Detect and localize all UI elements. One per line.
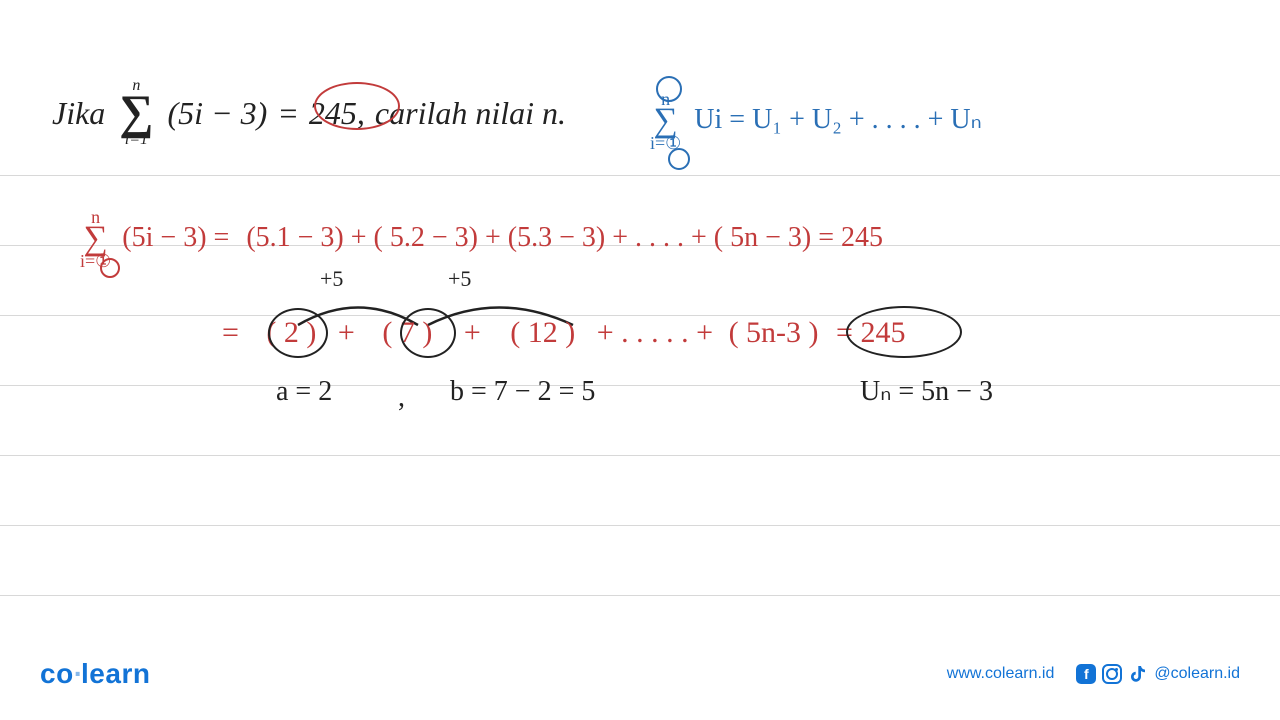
sigma-lower: i=1 [125, 132, 148, 148]
l2-t4: ( 5n-3 ) [729, 316, 819, 349]
plus5-label-a: +5 [320, 268, 343, 290]
sigma-symbol: n ∑ i=1 [119, 78, 153, 148]
note-comma: , [398, 384, 405, 412]
problem-prefix: Jika [52, 95, 105, 132]
footer-right: www.colearn.id f @colearn.id [947, 664, 1240, 684]
blue-circle-i1 [668, 148, 690, 170]
blue-circle-n [656, 76, 682, 102]
blue-sigma-rhs: Ui = U₁ + U₂ + . . . . + Uₙ [694, 104, 982, 135]
sigma-glyph: ∑ [119, 94, 153, 132]
red-circle-i1 [100, 258, 120, 278]
blue-sigma-definition: n ∑ i=① Ui = U₁ + U₂ + . . . . + Uₙ [650, 92, 982, 151]
circle-around-245 [314, 82, 400, 130]
red-expansion-line1: n ∑ i=① (5i − 3) = (5.1 − 3) + ( 5.2 − 3… [80, 210, 883, 269]
l2-eq: = [222, 316, 239, 349]
l2-p2: + [464, 316, 481, 349]
red-sigma-sym: ∑ [84, 225, 108, 254]
social-icons: f @colearn.id [1076, 664, 1240, 684]
note-a: a = 2 [276, 378, 332, 406]
tiktok-icon [1128, 664, 1148, 684]
footer-bar: co·learn www.colearn.id f @colearn.id [0, 658, 1280, 690]
facebook-icon: f [1076, 664, 1096, 684]
problem-expr: (5i − 3) [168, 95, 268, 132]
footer-url: www.colearn.id [947, 665, 1055, 683]
note-b: b = 7 − 2 = 5 [450, 378, 595, 406]
l2-p1: + [338, 316, 355, 349]
l2-t3: ( 12 ) [510, 316, 575, 349]
footer-handle: @colearn.id [1154, 665, 1240, 683]
circle-term-5n3 [846, 306, 962, 358]
plus5-label-b: +5 [448, 268, 471, 290]
red-lhs: (5i − 3) = [122, 222, 229, 253]
blue-sigma-sym: ∑ [654, 107, 678, 136]
circle-term-7 [400, 308, 456, 358]
logo-part-1: co [40, 658, 74, 689]
red-terms: (5.1 − 3) + ( 5.2 − 3) + (5.3 − 3) + . .… [246, 222, 883, 253]
colearn-logo: co·learn [40, 658, 150, 690]
l2-p3: + . . . . . + [597, 316, 713, 349]
problem-statement: Jika n ∑ i=1 (5i − 3) = 245, carilah nil… [52, 78, 566, 148]
note-un: Uₙ = 5n − 3 [860, 378, 993, 406]
logo-part-2: learn [81, 658, 150, 689]
problem-suffix: carilah nilai n. [375, 95, 566, 132]
instagram-icon [1102, 664, 1122, 684]
equals-sign: = [277, 95, 299, 132]
circle-term-2 [268, 308, 328, 358]
